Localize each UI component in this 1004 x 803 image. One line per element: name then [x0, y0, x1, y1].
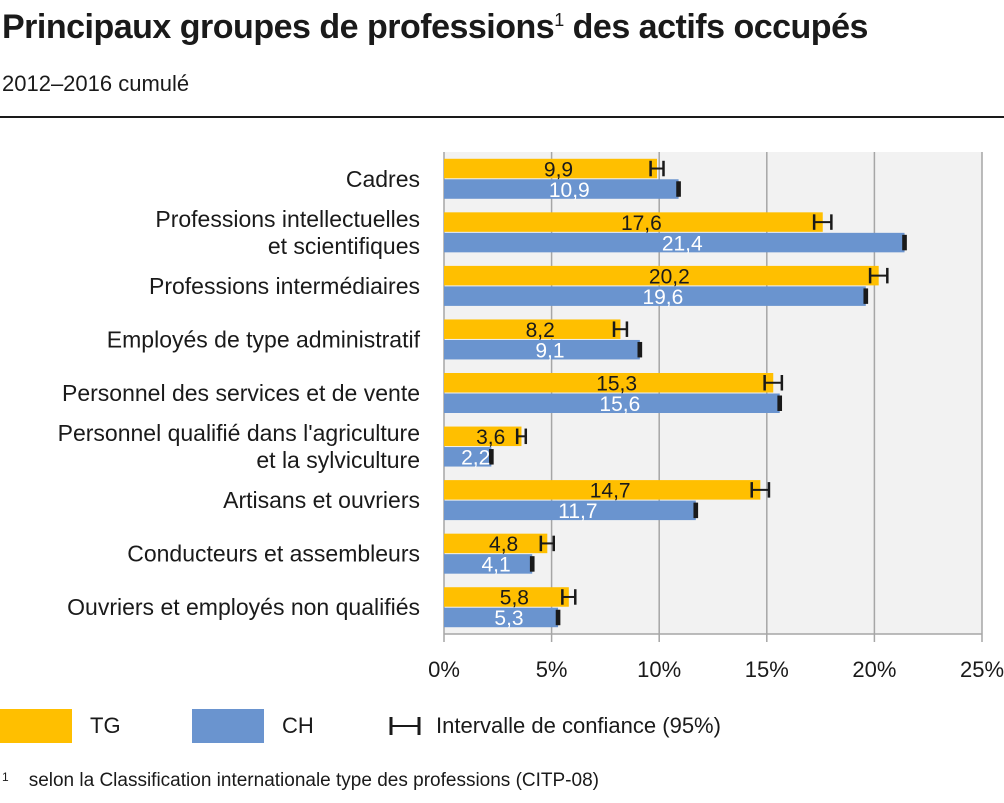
bar-tg-0	[444, 158, 658, 179]
bar-tg-4	[444, 373, 774, 393]
data-label-tg-1: 17,6	[621, 212, 662, 235]
data-label-ch-2: 19,6	[642, 286, 683, 309]
bar-ch-8	[444, 607, 559, 628]
category-label-5-line-0: Personnel qualifié dans l'agriculture	[58, 420, 420, 446]
category-label-1-line-0: Professions intellectuelles	[155, 206, 420, 232]
data-label-ch-5: 2,2	[461, 447, 490, 470]
data-label-tg-2: 20,2	[649, 265, 690, 288]
bar-ch-1	[444, 232, 905, 253]
bar-tg-7	[444, 533, 548, 554]
chart-title: Principaux groupes de professions1 des a…	[2, 8, 868, 46]
data-label-ch-0: 10,9	[549, 179, 590, 202]
data-label-tg-5: 3,6	[476, 426, 505, 449]
bar-ch-2	[444, 286, 866, 306]
legend-label-tg: TG	[90, 713, 121, 738]
category-label-4: Personnel des services et de vente	[62, 380, 420, 406]
category-label-5-line-1: et la sylviculture	[256, 447, 420, 473]
bar-tg-2	[444, 265, 879, 286]
plot-area	[444, 152, 982, 634]
bar-tg-8	[444, 587, 569, 607]
data-label-ch-6: 11,7	[558, 500, 597, 523]
category-label-8: Ouvriers et employés non qualifiés	[67, 594, 420, 620]
bar-ch-6	[444, 500, 696, 521]
bar-tg-6	[444, 480, 761, 500]
bar-ch-4	[444, 393, 780, 413]
bar-ch-3	[444, 339, 640, 360]
legend-item-ci: Intervalle de confiance (95%)	[388, 706, 721, 746]
category-label-6: Artisans et ouvriers	[223, 487, 420, 513]
chart-legend: TG CH Intervalle de confiance (95%)	[0, 706, 1004, 750]
data-label-tg-4: 15,3	[596, 373, 637, 396]
data-label-ch-8: 5,3	[494, 607, 523, 630]
legend-item-tg: TG	[0, 706, 121, 746]
legend-swatch-ch	[192, 709, 264, 743]
x-tick-label-0: 0%	[428, 657, 460, 682]
data-label-tg-8: 5,8	[500, 587, 529, 610]
data-label-ch-1: 21,4	[662, 232, 703, 255]
data-label-ch-7: 4,1	[482, 554, 511, 577]
data-label-tg-3: 8,2	[526, 319, 555, 342]
data-label-tg-6: 14,7	[590, 480, 631, 503]
legend-label-ci: Intervalle de confiance (95%)	[436, 713, 721, 738]
x-tick-label-3: 15%	[745, 657, 789, 682]
confidence-interval-icon	[389, 717, 421, 735]
data-label-tg-0: 9,9	[544, 158, 573, 181]
category-label-2: Professions intermédiaires	[149, 273, 420, 299]
bar-ch-5	[444, 447, 492, 467]
bar-ch-0	[444, 179, 679, 199]
x-tick-label-5: 25%	[960, 657, 1004, 682]
data-label-tg-7: 4,8	[489, 533, 518, 556]
category-label-3: Employés de type administratif	[107, 326, 421, 352]
bar-tg-5	[444, 426, 522, 447]
footnote-text: selon la Classification internationale t…	[28, 770, 599, 791]
bar-tg-1	[444, 212, 823, 232]
legend-item-ch: CH	[192, 706, 314, 746]
chart-subtitle: 2012–2016 cumulé	[2, 71, 190, 96]
x-tick-label-1: 5%	[536, 657, 568, 682]
category-label-0: Cadres	[346, 166, 420, 192]
x-tick-label-2: 10%	[637, 657, 681, 682]
title-footnote-marker: 1	[554, 10, 564, 30]
footnote-marker: 1	[2, 770, 9, 784]
category-label-7: Conducteurs et assembleurs	[127, 541, 420, 567]
title-divider	[0, 116, 1004, 118]
bar-ch-7	[444, 554, 533, 574]
legend-label-ch: CH	[282, 713, 314, 738]
data-label-ch-3: 9,1	[535, 339, 564, 362]
category-label-1-line-1: et scientifiques	[268, 233, 420, 259]
legend-swatch-tg	[0, 709, 72, 743]
data-label-ch-4: 15,6	[599, 393, 640, 416]
bar-chart: 0% 5% 10% 15% 20% 25% Cadres 9,910,9 Professions…	[58, 152, 1004, 682]
bar-tg-3	[444, 319, 621, 339]
x-tick-label-4: 20%	[852, 657, 896, 682]
footnote: 1 selon la Classification internationale …	[2, 770, 599, 792]
